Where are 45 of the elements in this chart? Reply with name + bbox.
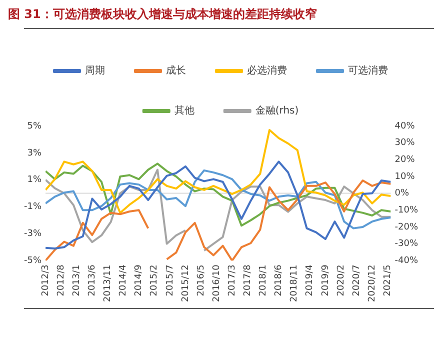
x-tick-label: 2016/10 bbox=[212, 264, 222, 302]
x-tick-label: 2015/12 bbox=[180, 264, 191, 302]
x-tick-label: 2019/4 bbox=[305, 264, 316, 296]
legend-label: 其他 bbox=[174, 104, 194, 117]
y2-tick-label: 30% bbox=[394, 138, 416, 148]
y2-tick-label: -30% bbox=[394, 239, 418, 250]
y-tick-label: 3% bbox=[27, 148, 42, 158]
x-tick-label: 2013/11 bbox=[103, 264, 114, 302]
y2-tick-label: 20% bbox=[394, 154, 416, 165]
x-tick-label: 2015/2 bbox=[150, 264, 160, 296]
x-tick-label: 2012/8 bbox=[56, 264, 66, 296]
y2-tick-label: -20% bbox=[394, 222, 418, 232]
x-tick-label: 2017/3 bbox=[227, 264, 238, 296]
y-tick-label: -3% bbox=[24, 229, 42, 240]
x-tick-label: 2018/6 bbox=[274, 264, 284, 296]
x-tick-label: 2021/5 bbox=[382, 264, 393, 296]
legend-label: 周期 bbox=[85, 64, 105, 77]
legend-label: 金融(rhs) bbox=[255, 104, 299, 117]
chart-title: 图 31：可选消费板块收入增速与成本增速的差距持续收窄 bbox=[8, 6, 317, 23]
x-tick-label: 2020/7 bbox=[352, 264, 362, 296]
x-tick-label: 2014/9 bbox=[134, 264, 144, 296]
x-tick-label: 2019/9 bbox=[320, 264, 331, 296]
y-tick-label: 1% bbox=[27, 175, 42, 186]
legend-label: 可选消费 bbox=[348, 64, 388, 77]
x-tick-label: 2017/8 bbox=[243, 264, 254, 296]
y-tick-label: 5% bbox=[27, 121, 42, 132]
y-tick-label: -5% bbox=[24, 256, 42, 266]
y2-tick-label: -40% bbox=[394, 256, 418, 266]
x-tick-label: 2018/1 bbox=[258, 264, 269, 296]
y2-tick-label: 0% bbox=[394, 188, 410, 199]
y-tick-label: -1% bbox=[24, 202, 42, 212]
x-tick-label: 2018/11 bbox=[290, 264, 300, 302]
x-tick-label: 2020/2 bbox=[336, 264, 346, 296]
x-tick-label: 2012/3 bbox=[40, 264, 51, 296]
x-tick-label: 2013/6 bbox=[88, 264, 98, 296]
legend-label: 必选消费 bbox=[247, 64, 287, 77]
x-tick-label: 2020/12 bbox=[367, 264, 378, 302]
y2-tick-label: -10% bbox=[394, 205, 418, 216]
x-tick-label: 2016/5 bbox=[196, 264, 206, 296]
x-tick-label: 2014/4 bbox=[118, 264, 129, 296]
x-tick-label: 2013/1 bbox=[72, 264, 82, 296]
x-tick-label: 2015/7 bbox=[165, 264, 176, 296]
y2-tick-label: 40% bbox=[394, 121, 416, 132]
legend-label: 成长 bbox=[166, 64, 186, 77]
y2-tick-label: 10% bbox=[394, 172, 416, 182]
